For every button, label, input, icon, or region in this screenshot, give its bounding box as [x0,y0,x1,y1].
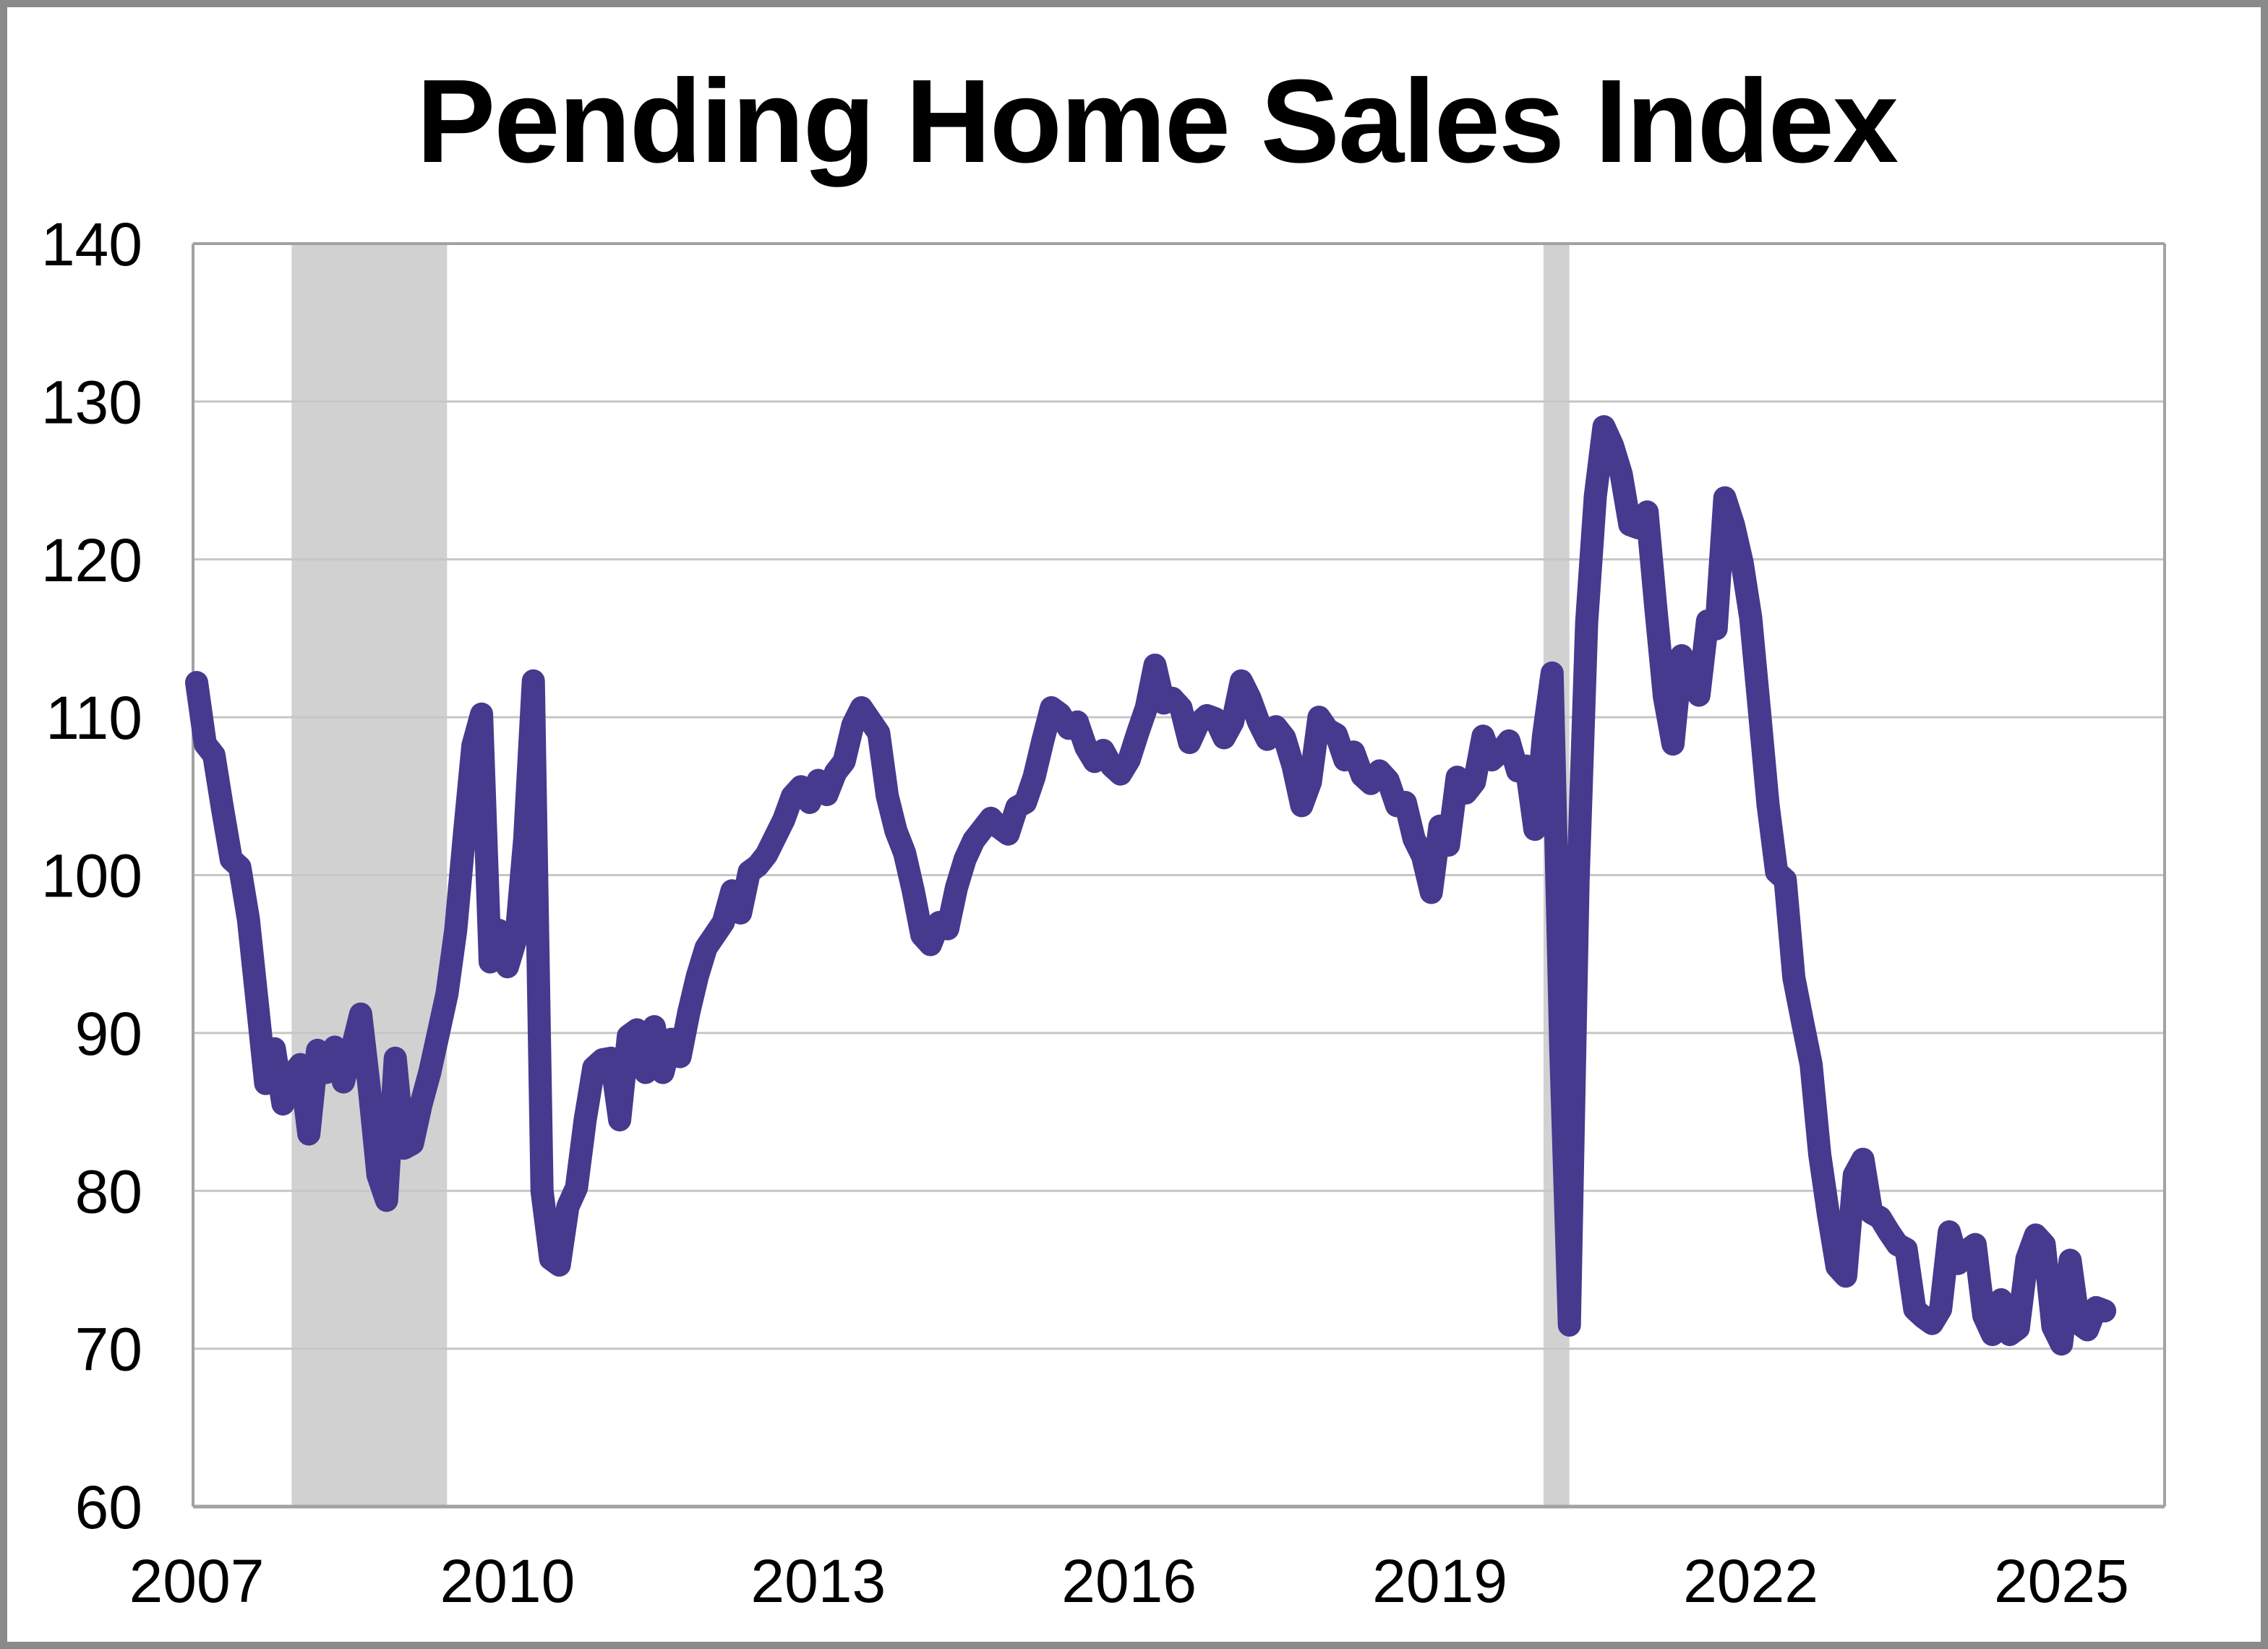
x-tick-label-2013: 2013 [750,1547,886,1615]
x-tick-label-2019: 2019 [1372,1547,1507,1615]
y-tick-label-130: 130 [41,368,142,436]
y-tick-label-100: 100 [41,842,142,910]
phsi-line-series [185,415,2117,1356]
chart-title: Pending Home Sales Index [416,55,1899,187]
y-tick-label-80: 80 [75,1157,142,1225]
y-tick-label-90: 90 [75,1000,142,1068]
x-tick-label-2007: 2007 [129,1547,265,1615]
y-tick-label-110: 110 [46,684,142,752]
x-tick-label-2022: 2022 [1683,1547,1818,1615]
y-tick-label-120: 120 [41,526,142,594]
x-tick-label-2010: 2010 [440,1547,575,1615]
axes-layer [192,242,2166,1509]
x-tick-label-2025: 2025 [1994,1547,2129,1615]
y-tick-label-140: 140 [41,210,142,278]
y-tick-label-60: 60 [75,1473,142,1541]
y-tick-label-70: 70 [75,1316,142,1384]
x-tick-label-2016: 2016 [1061,1547,1197,1615]
tick-labels-layer: 60 70 80 90 100 110 120 130 140 2007 2010 2013 2016 2… [41,210,2129,1615]
